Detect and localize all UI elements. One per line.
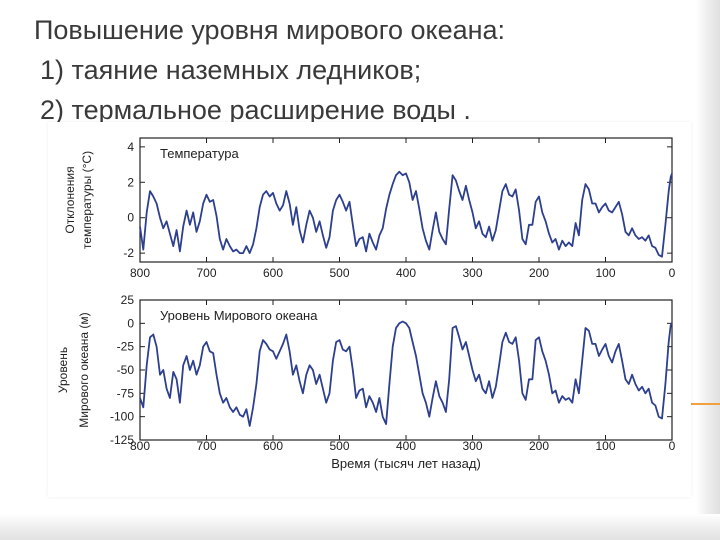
- sea-level-x-tick-label: 100: [595, 439, 615, 453]
- temperature-y-tick-label: 4: [127, 140, 134, 154]
- temperature-x-tick-label: 100: [595, 266, 615, 280]
- sea-level-x-tick-label: 300: [462, 439, 482, 453]
- charts-svg: 800 700 600 500 400 300 200 100 0 4 2 0 -2 Температур…: [56, 137, 676, 471]
- title-heading: Повышение уровня мирового океана:: [34, 15, 506, 45]
- temperature-chart-title: Температура: [160, 146, 240, 161]
- sea-level-y-tick-label: 0: [127, 316, 134, 330]
- chart-figure: 800 700 600 500 400 300 200 100 0 4 2 0 -2 Температур…: [48, 122, 691, 497]
- sea-level-x-tick-label: 600: [263, 439, 283, 453]
- sea-level-y-tick-label: 25: [121, 293, 135, 307]
- title-point-2: 2) термальное расширение воды .: [40, 95, 471, 125]
- sea-level-chart-title: Уровень Мирового океана: [160, 308, 318, 323]
- temperature-x-tick-label: 200: [529, 266, 549, 280]
- temperature-series-line: [139, 170, 673, 258]
- sea-level-y-tick-label: -125: [110, 433, 134, 447]
- slide-title: Повышение уровня мирового океана: 1) тая…: [34, 10, 654, 130]
- sea-level-x-axis-label: Время (тысяч лет назад): [331, 456, 481, 471]
- temperature-x-tick-label: 500: [329, 266, 349, 280]
- temperature-x-tick-label: 400: [396, 266, 416, 280]
- title-point-1: 1) таяние наземных ледников;: [40, 55, 422, 85]
- temperature-x-tick-label: 800: [130, 266, 150, 280]
- temperature-x-tick-label: 700: [196, 266, 216, 280]
- sea-level-x-tick-label: 700: [196, 439, 216, 453]
- sea-level-x-tick-label: 400: [396, 439, 416, 453]
- sea-level-y-tick-label: -100: [110, 410, 134, 424]
- temperature-x-tick-label: 600: [263, 266, 283, 280]
- temperature-x-tick-label: 0: [669, 266, 676, 280]
- temperature-plot-frame: [139, 137, 673, 263]
- sea-level-x-tick-label: 0: [669, 439, 676, 453]
- slide-bottom-shade: [0, 514, 720, 540]
- sea-level-y-tick-label: -25: [117, 340, 135, 354]
- sea-level-y-axis-label: Мирового океана (м): [77, 312, 91, 427]
- temperature-x-tick-label: 300: [462, 266, 482, 280]
- sea-level-x-tick-label: 800: [130, 439, 150, 453]
- temperature-y-tick-label: 2: [127, 175, 134, 189]
- slide-right-shade: [696, 0, 720, 540]
- temperature-y-axis-label: температуры (°C): [80, 151, 94, 249]
- temperature-y-tick-label: -2: [123, 246, 134, 260]
- temperature-y-tick-label: 0: [127, 211, 134, 225]
- sea-level-x-tick-label: 200: [529, 439, 549, 453]
- sea-level-series-line: [139, 320, 673, 427]
- sea-level-y-tick-label: -50: [117, 363, 135, 377]
- accent-rule: [686, 403, 720, 405]
- sea-level-y-tick-label: -75: [117, 386, 135, 400]
- sea-level-y-axis-label: Уровень: [56, 347, 70, 393]
- sea-level-x-tick-label: 500: [329, 439, 349, 453]
- temperature-y-axis-label: Отклонения: [63, 166, 77, 233]
